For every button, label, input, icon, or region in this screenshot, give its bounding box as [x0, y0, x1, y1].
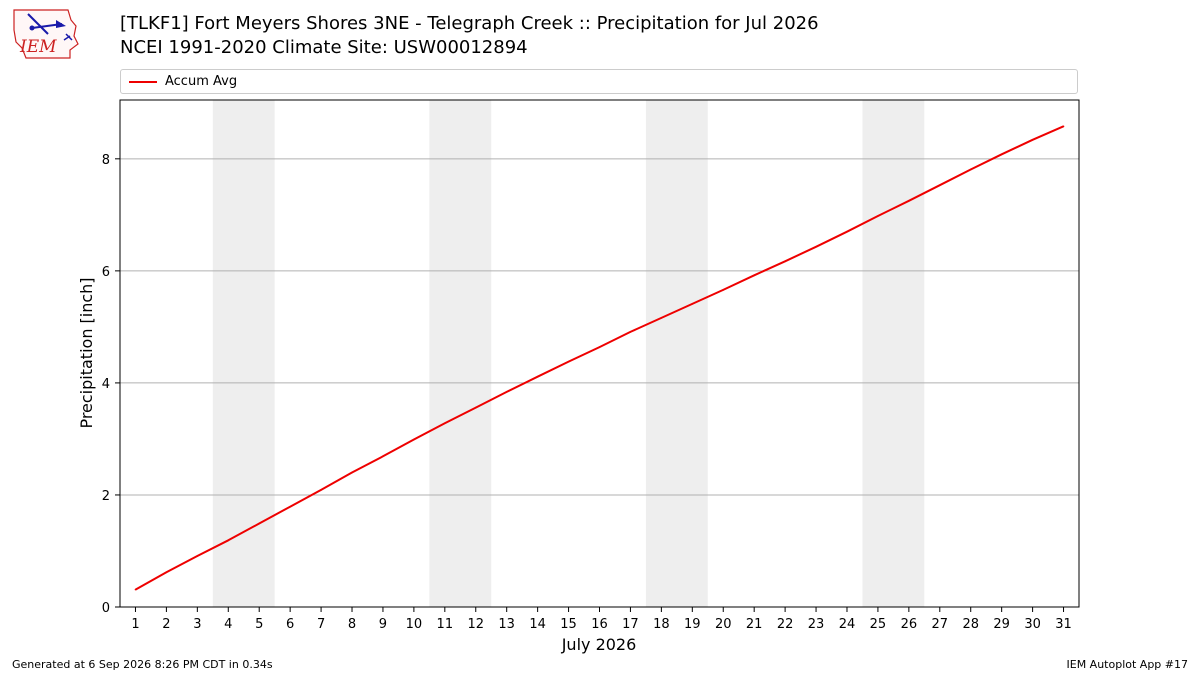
x-tick-label-28: 28: [962, 617, 979, 632]
x-tick-label-21: 21: [746, 617, 763, 632]
series-point-day-3: [197, 555, 199, 557]
series-point-day-16: [599, 346, 601, 348]
series-point-day-10: [413, 439, 415, 441]
series-point-day-30: [1032, 139, 1034, 141]
autoplot-app-label: IEM Autoplot App #17: [1067, 658, 1189, 671]
weekend-band-4: [862, 100, 924, 607]
series-point-day-28: [970, 169, 972, 171]
series-point-day-26: [908, 200, 910, 202]
x-tick-label-25: 25: [870, 617, 887, 632]
x-tick-label-6: 6: [286, 617, 294, 632]
y-tick-label-6: 6: [102, 265, 110, 280]
series-point-day-4: [227, 540, 229, 542]
x-tick-label-10: 10: [406, 617, 423, 632]
series-point-day-15: [568, 361, 570, 363]
series-point-day-29: [1001, 154, 1003, 156]
y-tick-label-8: 8: [102, 153, 110, 168]
y-axis-label: Precipitation [inch]: [77, 277, 96, 428]
x-tick-label-12: 12: [467, 617, 484, 632]
x-tick-label-29: 29: [993, 617, 1010, 632]
x-axis-label: July 2026: [561, 635, 637, 654]
series-point-day-13: [506, 391, 508, 393]
series-point-day-8: [351, 472, 353, 474]
series-point-day-11: [444, 422, 446, 424]
series-point-day-6: [289, 506, 291, 508]
series-point-day-7: [320, 489, 322, 491]
x-tick-label-4: 4: [224, 617, 232, 632]
series-point-day-12: [475, 407, 477, 409]
series-point-day-23: [815, 246, 817, 248]
y-tick-label-0: 0: [102, 601, 110, 616]
series-point-day-2: [166, 571, 168, 573]
series-point-day-19: [692, 303, 694, 305]
x-tick-label-31: 31: [1055, 617, 1072, 632]
series-point-day-27: [939, 184, 941, 186]
x-tick-label-30: 30: [1024, 617, 1041, 632]
x-tick-label-13: 13: [498, 617, 515, 632]
series-point-day-5: [258, 523, 260, 525]
series-point-day-24: [846, 231, 848, 233]
x-tick-label-22: 22: [777, 617, 794, 632]
x-tick-label-18: 18: [653, 617, 670, 632]
series-point-day-21: [753, 275, 755, 277]
series-point-day-20: [722, 289, 724, 291]
x-tick-label-9: 9: [379, 617, 387, 632]
series-point-day-25: [877, 215, 879, 217]
series-point-day-14: [537, 376, 539, 378]
x-tick-label-3: 3: [193, 617, 201, 632]
x-tick-label-26: 26: [901, 617, 918, 632]
series-point-day-31: [1063, 126, 1065, 128]
series-point-day-18: [661, 317, 663, 319]
generated-timestamp: Generated at 6 Sep 2026 8:26 PM CDT in 0…: [12, 658, 273, 671]
x-tick-label-1: 1: [131, 617, 139, 632]
series-point-day-17: [630, 331, 632, 333]
x-tick-label-2: 2: [162, 617, 170, 632]
x-tick-label-7: 7: [317, 617, 325, 632]
y-tick-label-4: 4: [102, 377, 110, 392]
x-tick-label-8: 8: [348, 617, 356, 632]
weekend-band-2: [429, 100, 491, 607]
series-point-day-9: [382, 456, 384, 458]
series-point-day-1: [135, 589, 137, 591]
y-tick-label-2: 2: [102, 489, 110, 504]
x-tick-label-14: 14: [529, 617, 546, 632]
series-point-day-22: [784, 261, 786, 263]
x-tick-label-5: 5: [255, 617, 263, 632]
x-tick-label-20: 20: [715, 617, 732, 632]
x-tick-label-11: 11: [437, 617, 454, 632]
x-tick-label-17: 17: [622, 617, 639, 632]
x-tick-label-15: 15: [560, 617, 577, 632]
x-tick-label-27: 27: [932, 617, 949, 632]
x-tick-label-23: 23: [808, 617, 825, 632]
x-tick-label-19: 19: [684, 617, 701, 632]
x-tick-label-24: 24: [839, 617, 856, 632]
x-tick-label-16: 16: [591, 617, 608, 632]
weekend-band-3: [646, 100, 708, 607]
